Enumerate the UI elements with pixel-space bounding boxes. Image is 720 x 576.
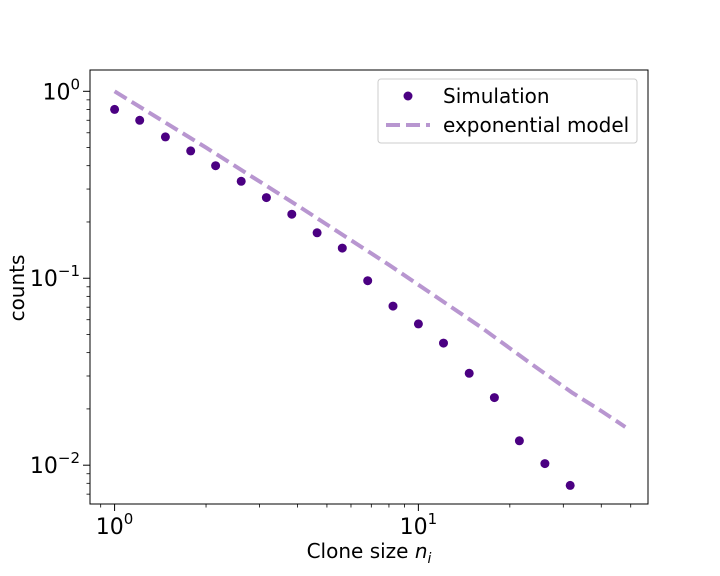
x-axis: 100 101 bbox=[96, 504, 632, 540]
simulation-point bbox=[439, 338, 448, 348]
x-tick-label: 100 bbox=[96, 510, 134, 540]
legend-marker-simulation bbox=[403, 91, 413, 101]
simulation-point bbox=[236, 176, 246, 186]
legend-box bbox=[377, 78, 638, 144]
simulation-point bbox=[211, 161, 221, 171]
simulation-point bbox=[388, 301, 398, 311]
y-tick-label: 100 bbox=[42, 75, 80, 105]
simulation-point bbox=[312, 228, 322, 238]
simulation-point bbox=[413, 319, 423, 329]
y-axis: 100 10−1 10−2 bbox=[30, 75, 90, 495]
legend: Simulation exponential model bbox=[377, 78, 638, 144]
simulation-point bbox=[464, 368, 474, 378]
x-axis-label-subscript: i bbox=[428, 551, 432, 567]
simulation-point bbox=[287, 209, 297, 219]
legend-label-exponential-model: exponential model bbox=[443, 113, 629, 137]
plot-area bbox=[110, 89, 627, 490]
simulation-point bbox=[565, 480, 575, 490]
x-axis-label: Clone size ni bbox=[307, 539, 432, 567]
simulation-point bbox=[135, 115, 145, 125]
simulation-point bbox=[540, 459, 550, 469]
simulation-point bbox=[514, 436, 524, 446]
y-tick-label: 10−1 bbox=[30, 262, 80, 292]
simulation-point bbox=[160, 132, 170, 142]
series-line-exponential-model bbox=[113, 89, 627, 429]
y-tick-label: 10−2 bbox=[30, 449, 80, 479]
x-axis-label-variable: n bbox=[415, 539, 428, 563]
simulation-point bbox=[261, 193, 271, 203]
legend-label-simulation: Simulation bbox=[443, 84, 550, 108]
simulation-point bbox=[110, 104, 120, 114]
simulation-point bbox=[186, 146, 196, 156]
y-axis-label: counts bbox=[5, 255, 29, 322]
x-tick-label: 101 bbox=[400, 510, 438, 540]
simulation-point bbox=[337, 243, 347, 253]
simulation-point bbox=[363, 276, 373, 286]
simulation-point bbox=[489, 393, 499, 403]
